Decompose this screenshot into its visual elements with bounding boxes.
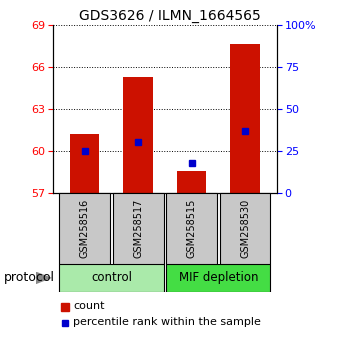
Text: count: count	[73, 301, 105, 311]
Bar	[59, 193, 110, 264]
Text: GSM258515: GSM258515	[187, 199, 197, 258]
Bar	[70, 134, 99, 193]
Bar	[220, 193, 270, 264]
Bar	[113, 193, 164, 264]
Text: GSM258516: GSM258516	[80, 199, 90, 258]
Bar	[177, 171, 206, 193]
Text: percentile rank within the sample: percentile rank within the sample	[73, 317, 261, 327]
Text: GSM258517: GSM258517	[133, 199, 143, 258]
Text: GSM258530: GSM258530	[240, 199, 250, 258]
Bar	[166, 264, 270, 292]
Text: protocol: protocol	[3, 272, 54, 284]
Text: GDS3626 / ILMN_1664565: GDS3626 / ILMN_1664565	[79, 9, 261, 23]
Bar	[166, 193, 217, 264]
Text: control: control	[91, 272, 132, 284]
Text: MIF depletion: MIF depletion	[178, 272, 258, 284]
Bar	[230, 44, 260, 193]
Bar	[59, 264, 164, 292]
Bar	[123, 76, 153, 193]
Polygon shape	[36, 272, 52, 284]
